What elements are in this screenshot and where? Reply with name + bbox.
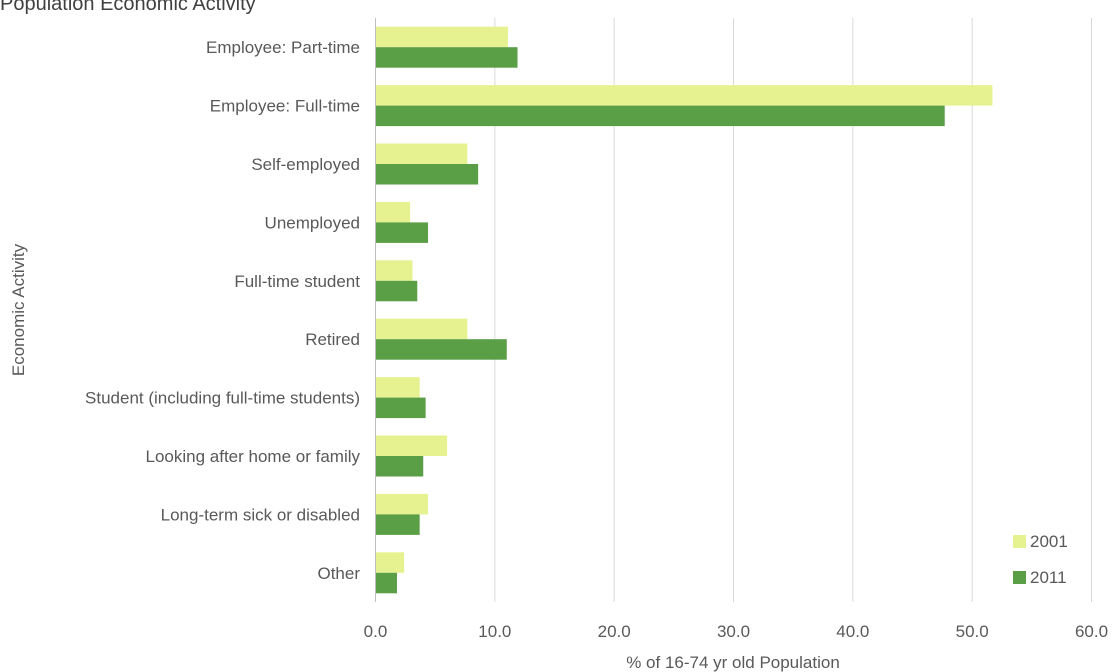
bar-2011 (375, 397, 426, 419)
chart-title: Population Economic Activity (0, 0, 256, 15)
x-tick-label: 50.0 (956, 622, 989, 641)
bars (375, 26, 993, 594)
category-label: Unemployed (265, 213, 360, 232)
x-tick-label: 40.0 (836, 622, 869, 641)
category-label: Self-employed (251, 155, 360, 174)
x-tick-label: 10.0 (478, 622, 511, 641)
x-tick-labels: 0.0 10.0 20.0 30.0 40.0 50.0 60.0 (364, 622, 1108, 641)
category-label: Looking after home or family (146, 447, 361, 466)
category-labels: Employee: Part-time Employee: Full-time Se… (85, 38, 360, 583)
legend-label: 2001 (1030, 532, 1068, 551)
category-label: Other (317, 564, 360, 583)
legend-swatch (1013, 535, 1026, 548)
bar-2011 (375, 47, 518, 68)
bar-2001 (375, 143, 468, 164)
bar-2011 (375, 222, 429, 243)
bar-2001 (375, 318, 468, 340)
legend: 2001 2011 (1013, 532, 1068, 587)
bar-2011 (375, 514, 420, 535)
bar-2001 (375, 201, 411, 223)
bar-2011 (375, 164, 479, 185)
x-tick-label: 0.0 (364, 622, 388, 641)
bar-2001 (375, 493, 429, 515)
bar-2001 (375, 85, 993, 106)
x-tick-label: 30.0 (717, 622, 750, 641)
legend-swatch (1013, 571, 1026, 584)
legend-label: 2011 (1030, 568, 1067, 587)
x-tick-label: 60.0 (1075, 622, 1108, 641)
gridlines (494, 18, 1092, 602)
bar-2011 (375, 105, 945, 127)
bar-2001 (375, 260, 413, 281)
y-axis-label: Economic Activity (9, 243, 28, 376)
x-axis-label: % of 16-74 yr old Population (626, 653, 840, 672)
bar-2001 (375, 552, 405, 573)
x-tick-label: 20.0 (598, 622, 631, 641)
bar-2001 (375, 435, 448, 456)
category-label: Employee: Part-time (206, 38, 360, 57)
category-label: Full-time student (234, 272, 360, 291)
bar-2001 (375, 26, 508, 48)
bar-2011 (375, 572, 397, 594)
category-label: Student (including full-time students) (85, 389, 360, 408)
category-label: Retired (305, 330, 360, 349)
bar-2011 (375, 456, 424, 477)
category-label: Long-term sick or disabled (161, 505, 360, 524)
category-label: Employee: Full-time (210, 97, 360, 116)
bar-2011 (375, 280, 418, 302)
bar-2011 (375, 339, 507, 360)
bar-2001 (375, 377, 420, 398)
